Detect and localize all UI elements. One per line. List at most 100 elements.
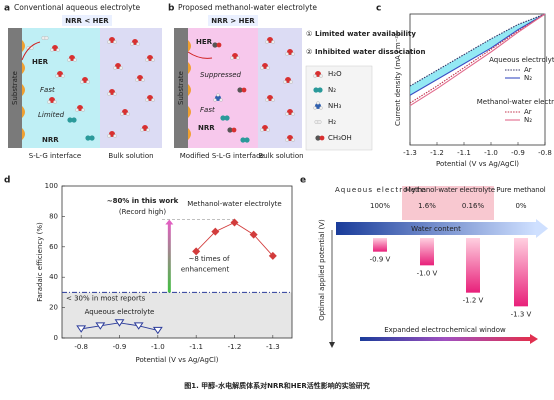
x-tick-label: -1.0: [151, 343, 165, 351]
annotation: ~8 times of: [189, 255, 231, 263]
water-arrow: [336, 222, 536, 235]
molecule: [260, 128, 264, 132]
molecule: [136, 42, 140, 46]
molecule: [67, 58, 71, 62]
molecule: [317, 120, 322, 124]
x-tick-label: -0.8: [74, 343, 88, 351]
y-axis-label: Current density (mA cm⁻²): [394, 33, 402, 126]
marker: [152, 326, 163, 335]
line: [409, 13, 546, 96]
molecule: [313, 87, 319, 93]
band: [410, 14, 545, 96]
content-label: 1.6%: [418, 202, 436, 210]
potential-label: -1.2 V: [463, 297, 484, 305]
molecule: [81, 108, 85, 112]
potential-bar: [420, 238, 434, 266]
molecule: [85, 135, 91, 141]
electrode-bump: [22, 128, 25, 140]
badge: [62, 15, 112, 26]
x-tick-label: -1.2: [430, 149, 444, 157]
plot-frame: [409, 13, 546, 146]
molecule: [319, 135, 325, 141]
molecule: [317, 87, 323, 93]
panel-label: a: [4, 4, 10, 14]
molecule: [61, 74, 65, 78]
panel-label: d: [4, 176, 10, 186]
electrode-bump: [188, 40, 191, 52]
legend-label: N₂: [328, 86, 336, 94]
substrate: [174, 28, 188, 148]
legend-label: N₂: [524, 116, 532, 124]
molecule: [107, 92, 111, 96]
molecule: [71, 117, 77, 123]
molecule: [266, 128, 270, 132]
y-tick-label: 40: [49, 273, 58, 281]
electrode-bump: [188, 84, 191, 96]
molecule: [113, 66, 117, 70]
panel-a: a Conventional aqueous electrolyte NRR <…: [4, 3, 162, 160]
arrow: [21, 41, 41, 61]
molecule: [146, 128, 150, 132]
y-tick-label: 0: [54, 334, 58, 342]
molecule: [145, 58, 149, 62]
molecule: [313, 106, 317, 110]
molecule: [285, 112, 289, 116]
legend-label: Ar: [524, 108, 532, 116]
panel-label: e: [300, 176, 306, 186]
molecule: [285, 52, 289, 56]
note: Limited water availability: [315, 30, 416, 38]
window-arrow: [360, 337, 530, 341]
molecule: [113, 134, 117, 138]
interface-region: [22, 28, 100, 148]
x-axis-label: Potential (V vs Ag/AgCl): [436, 160, 519, 168]
panel-title: Conventional aqueous electrolyte: [14, 3, 141, 12]
molecule: [291, 112, 295, 116]
substrate: [8, 28, 22, 148]
suppressed-label: Suppressed: [200, 71, 242, 79]
substrate-label: Substrate: [11, 71, 19, 105]
y-tick-label: 100: [45, 182, 58, 190]
marker: [211, 227, 220, 236]
marker: [192, 247, 201, 256]
molecule: [73, 58, 77, 62]
x-tick-label: -1.3: [403, 149, 417, 157]
molecule: [141, 78, 145, 82]
series-label: Methanol-water electrolyte: [187, 200, 281, 208]
marker: [133, 322, 144, 330]
water-arrowhead: [536, 219, 548, 238]
panel-label: c: [376, 4, 381, 14]
molecule: [130, 42, 134, 46]
series-label: Aqueous electrolyte: [85, 308, 155, 316]
legend-label: N₂: [524, 74, 532, 82]
content-label: 100%: [370, 202, 390, 210]
limited-label: Limited: [38, 111, 65, 119]
molecule: [50, 48, 54, 52]
molecule: [75, 108, 79, 112]
electrode-bump: [22, 62, 25, 74]
molecule: [271, 98, 275, 102]
y-tick-label: 20: [49, 304, 58, 312]
interface-label: S-L-G interface: [29, 152, 81, 160]
molecule: [289, 80, 293, 84]
molecule: [260, 66, 264, 70]
annotation: < 30% in most reports: [66, 294, 146, 302]
potential-bar: [466, 238, 480, 293]
enhance-arrow: [167, 223, 171, 293]
molecule: [216, 93, 220, 97]
molecule: [265, 98, 269, 102]
note-number: ②: [306, 48, 312, 56]
y-tick-label: 80: [49, 212, 58, 220]
molecule: [315, 135, 321, 141]
x-tick-label: -0.8: [538, 149, 552, 157]
note: Inhibited water dissociation: [315, 48, 425, 56]
molecule: [47, 100, 51, 104]
group-label: Pure methanol: [496, 186, 545, 194]
molecule: [212, 42, 218, 48]
potential-label: -1.0 V: [417, 269, 438, 277]
panel-label: b: [168, 4, 175, 14]
molecule: [89, 135, 95, 141]
potential-label: -0.9 V: [370, 256, 391, 264]
window-arrowhead: [530, 334, 538, 344]
bulk-label: Bulk solution: [108, 152, 153, 160]
